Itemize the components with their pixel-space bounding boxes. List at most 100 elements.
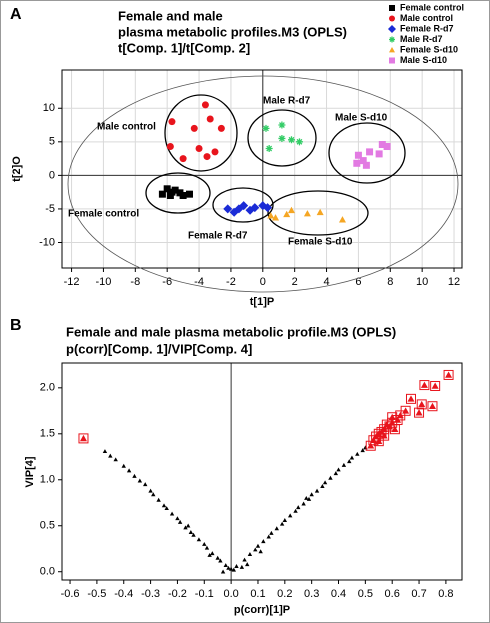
annotation: Male S-d10: [335, 113, 388, 124]
annotation: Female S-d10: [288, 237, 353, 248]
point-shape: [415, 409, 423, 416]
legend-entry: Male S-d10: [400, 55, 447, 65]
point: [272, 214, 280, 221]
x-tick-label: 0.1: [250, 588, 265, 600]
x-tick-label: -2: [226, 276, 236, 288]
x-tick-label: 0.3: [304, 588, 319, 600]
point: [132, 473, 137, 478]
point: [255, 543, 261, 548]
point-shape: [391, 425, 399, 433]
point: [379, 430, 390, 441]
point-shape: [396, 411, 404, 419]
point: [274, 526, 279, 531]
point: [375, 150, 383, 158]
point: [206, 115, 214, 123]
group-ellipse: [267, 190, 369, 236]
point: [360, 448, 365, 453]
point: [387, 412, 398, 423]
point: [287, 513, 293, 518]
point: [195, 145, 203, 153]
point-shape: [428, 402, 436, 410]
point-shape: [367, 442, 375, 449]
point: [204, 545, 210, 550]
point: [262, 124, 270, 132]
point: [168, 118, 176, 126]
point: [263, 203, 273, 213]
y-tick-label: 1.5: [40, 428, 55, 440]
point: [341, 462, 347, 467]
point-box: [78, 433, 89, 444]
x-tick-label: 0.7: [411, 588, 426, 600]
point: [338, 216, 346, 223]
point: [266, 534, 271, 539]
x-tick-label: -0.2: [168, 588, 187, 600]
point: [304, 495, 309, 500]
point: [185, 190, 193, 198]
point-shape: [420, 381, 428, 388]
point-shape: [431, 382, 439, 389]
point: [239, 564, 245, 569]
point: [301, 501, 306, 506]
y-tick-label: 0.5: [40, 520, 55, 532]
point: [166, 143, 174, 151]
point-box: [430, 380, 441, 391]
y-tick-label: 0: [49, 169, 55, 181]
y-tick-label: 1.0: [40, 474, 55, 486]
point-shape: [388, 413, 396, 421]
chart-title: plasma metabolic profiles.M3 (OPLS): [118, 24, 347, 39]
point: [333, 471, 339, 476]
x-tick-label: -10: [95, 276, 111, 288]
point: [228, 566, 234, 571]
point: [316, 208, 324, 216]
x-tick-label: -0.4: [114, 588, 133, 600]
x-tick-label: 0.6: [385, 588, 400, 600]
y-tick-label: -5: [45, 203, 55, 215]
point: [183, 525, 188, 530]
point: [320, 484, 325, 488]
point: [383, 143, 391, 151]
point: [282, 518, 288, 522]
x-tick-label: 0.0: [223, 588, 238, 600]
point-shape: [380, 432, 388, 439]
point: [191, 532, 196, 537]
point: [414, 407, 425, 418]
group-ellipse: [145, 172, 211, 214]
point: [158, 190, 166, 198]
point: [359, 157, 367, 165]
point: [427, 401, 438, 412]
point: [143, 482, 148, 487]
y-axis-label: t[2]O: [11, 156, 23, 182]
point: [309, 492, 314, 497]
point-shape: [418, 400, 426, 408]
x-tick-label: 6: [355, 276, 361, 288]
point: [185, 523, 191, 528]
plot-border: [61, 69, 463, 269]
point: [278, 121, 286, 129]
point: [430, 380, 441, 391]
point: [253, 547, 258, 552]
legend-marker: [389, 47, 395, 53]
point: [223, 563, 228, 568]
point: [279, 521, 285, 526]
x-tick-label: -0.3: [141, 588, 160, 600]
plot-area: [61, 362, 463, 581]
point-shape: [402, 407, 410, 414]
plot-area: [61, 69, 463, 269]
x-tick-label: 4: [323, 276, 329, 288]
plot-border: [61, 362, 463, 581]
x-tick-label: 8: [387, 276, 393, 288]
point: [400, 405, 411, 416]
panel-label: A: [10, 6, 22, 23]
point: [78, 433, 89, 444]
x-tick-label: 0.5: [358, 588, 373, 600]
point: [287, 136, 295, 144]
point: [353, 159, 361, 167]
point: [443, 369, 454, 380]
legend-marker: [389, 57, 395, 64]
point: [175, 516, 180, 521]
annotation: Female R-d7: [188, 231, 248, 242]
point: [242, 557, 247, 562]
point: [265, 145, 273, 153]
point: [203, 153, 211, 161]
